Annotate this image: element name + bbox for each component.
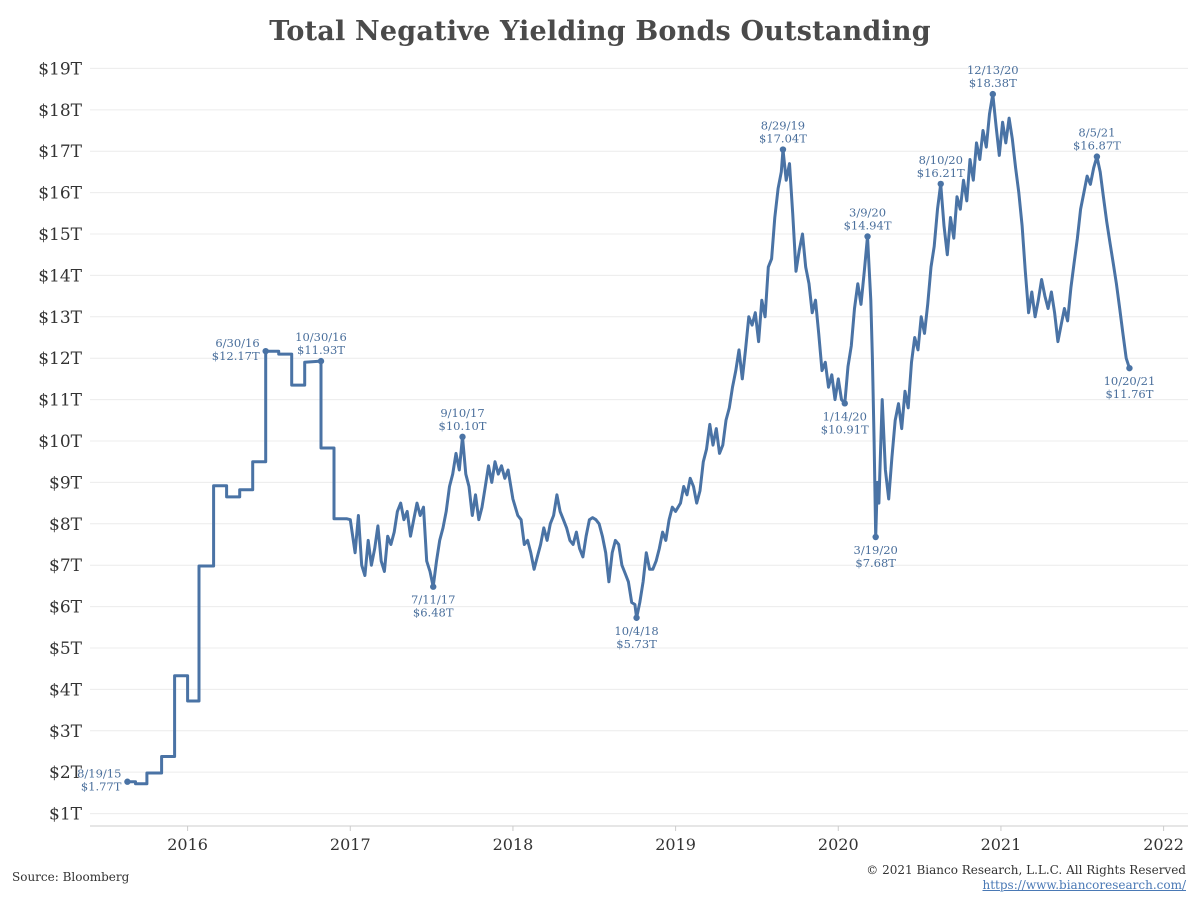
chart-title: Total Negative Yielding Bonds Outstandin… bbox=[269, 16, 931, 47]
annotation-date: 1/14/20 bbox=[823, 409, 867, 423]
x-tick-label: 2018 bbox=[493, 835, 534, 854]
annotation-value: $1.77T bbox=[81, 780, 122, 794]
y-tick-label: $9T bbox=[49, 473, 83, 493]
y-tick-label: $19T bbox=[38, 59, 82, 79]
y-tick-label: $4T bbox=[49, 680, 83, 700]
annotation-value: $12.17T bbox=[212, 349, 260, 363]
annotation-point bbox=[1093, 153, 1101, 160]
y-tick-label: $6T bbox=[49, 598, 83, 618]
x-tick-label: 2017 bbox=[330, 835, 371, 854]
annotation-value: $10.91T bbox=[821, 422, 869, 436]
x-tick-label: 2022 bbox=[1143, 835, 1184, 854]
annotation-date: 6/30/16 bbox=[215, 336, 259, 350]
y-axis-tick-labels: $1T $2T $3T $4T $5T $6T $7T $8T $9T $10T $11T $12T $… bbox=[38, 59, 82, 824]
annotation-point bbox=[430, 583, 437, 590]
annotation-date: 8/29/19 bbox=[761, 119, 805, 133]
annotation-date: 10/30/16 bbox=[295, 330, 347, 344]
y-tick-label: $7T bbox=[49, 556, 83, 576]
annotation-value: $11.93T bbox=[297, 343, 345, 357]
y-tick-label: $16T bbox=[38, 184, 82, 204]
annotation-point bbox=[459, 433, 466, 441]
annotation-point bbox=[937, 180, 944, 188]
annotation-value: $14.94T bbox=[844, 218, 892, 232]
annotation-value: $16.21T bbox=[917, 166, 965, 180]
annotation-point bbox=[262, 347, 269, 355]
website-link[interactable]: https://www.biancoresearch.com/ bbox=[982, 878, 1186, 892]
data-series bbox=[125, 92, 1131, 786]
y-tick-label: $13T bbox=[38, 308, 82, 328]
annotation-point bbox=[779, 146, 787, 153]
copyright-text: © 2021 Bianco Research, L.L.C. All Right… bbox=[866, 863, 1186, 877]
y-tick-label: $14T bbox=[38, 266, 82, 286]
annotation-value: $6.48T bbox=[413, 606, 454, 620]
annotation-point bbox=[872, 533, 879, 541]
source-note: Source: Bloomberg bbox=[12, 870, 130, 884]
annotation-point bbox=[1126, 364, 1133, 372]
y-tick-label: $15T bbox=[38, 225, 82, 245]
annotation-value: $7.68T bbox=[855, 556, 896, 570]
annotation-date: 8/5/21 bbox=[1078, 126, 1115, 140]
annotation-point bbox=[864, 233, 871, 240]
x-tick-label: 2021 bbox=[981, 835, 1022, 854]
x-axis-tick-labels: 2016 2017 2018 2019 2020 2021 2022 bbox=[167, 826, 1184, 854]
annotation-point bbox=[633, 614, 640, 621]
annotation-point bbox=[841, 400, 848, 407]
y-tick-label: $5T bbox=[49, 639, 83, 659]
annotation-date: 10/4/18 bbox=[614, 624, 658, 638]
annotation-date: 3/9/20 bbox=[849, 205, 886, 219]
annotation-date: 9/10/17 bbox=[440, 406, 484, 420]
annotation-date: 7/11/17 bbox=[411, 593, 455, 607]
y-tick-label: $3T bbox=[49, 722, 83, 742]
series-line bbox=[125, 92, 1131, 786]
footer-credits: © 2021 Bianco Research, L.L.C. All Right… bbox=[866, 863, 1186, 893]
y-tick-label: $10T bbox=[38, 432, 82, 452]
x-tick-label: 2016 bbox=[167, 835, 208, 854]
y-tick-label: $2T bbox=[49, 763, 83, 783]
annotation-value: $17.04T bbox=[759, 132, 807, 146]
y-tick-label: $1T bbox=[49, 805, 83, 825]
y-tick-label: $11T bbox=[38, 391, 82, 411]
annotation-point bbox=[989, 90, 996, 98]
y-tick-label: $17T bbox=[38, 142, 82, 162]
y-tick-label: $8T bbox=[49, 515, 83, 535]
gridlines bbox=[90, 67, 1188, 815]
y-tick-label: $18T bbox=[38, 101, 82, 121]
annotation-date: 3/19/20 bbox=[854, 543, 898, 557]
annotation-value: $5.73T bbox=[616, 637, 657, 651]
annotation-value: $18.38T bbox=[969, 76, 1017, 90]
x-tick-label: 2020 bbox=[818, 835, 859, 854]
data-annotations: 8/19/15$1.77T 6/30/16$12.17T 10/30/16$11.9… bbox=[77, 63, 1155, 794]
annotation-date: 10/20/21 bbox=[1104, 374, 1156, 388]
y-tick-label: $12T bbox=[38, 349, 82, 369]
annotation-point bbox=[124, 778, 131, 785]
annotation-value: $10.10T bbox=[439, 419, 487, 433]
annotation-value: $16.87T bbox=[1073, 139, 1121, 153]
annotation-date: 8/19/15 bbox=[77, 767, 121, 781]
annotation-date: 8/10/20 bbox=[919, 153, 963, 167]
annotation-value: $11.76T bbox=[1105, 387, 1153, 401]
x-tick-label: 2019 bbox=[655, 835, 696, 854]
annotation-point bbox=[317, 357, 325, 365]
annotation-date: 12/13/20 bbox=[967, 63, 1019, 77]
